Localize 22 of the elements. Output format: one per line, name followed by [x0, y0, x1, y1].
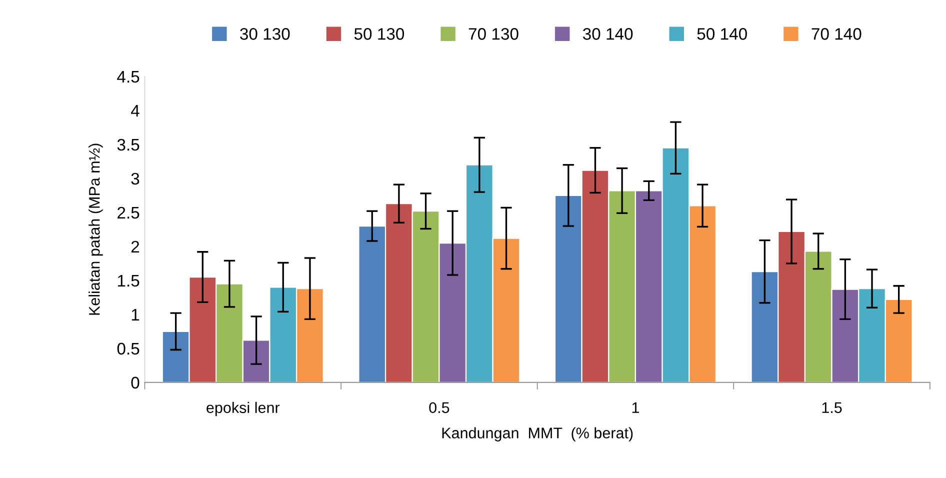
y-tick-label: 0 [131, 376, 140, 389]
y-tick-label: 1.5 [118, 275, 140, 287]
y-tick-label: 3 [131, 172, 140, 185]
legend-label: 70 130 [468, 28, 518, 40]
legend-label: 50 140 [697, 28, 747, 40]
legend-label: 30 130 [240, 28, 290, 40]
legend-label: 50 130 [354, 28, 404, 40]
y-axis-title: Keliatan patah (MPa m½) [88, 144, 103, 315]
x-tick-label: 1 [632, 402, 639, 413]
x-tick-label: 1.5 [822, 402, 842, 414]
y-tick-label: 2.5 [118, 206, 140, 219]
legend-label: 70 140 [812, 28, 862, 40]
x-tick-label: epoksi lenr [206, 402, 280, 416]
y-tick-label: 4.5 [117, 71, 140, 83]
y-tick-label: 1 [132, 308, 140, 320]
legend-label: 30 140 [582, 28, 633, 40]
y-tick-label: 3.5 [117, 138, 140, 151]
y-tick-label: 4 [130, 105, 140, 117]
y-tick-label: 0.5 [117, 342, 140, 355]
x-tick-label: 0.5 [429, 402, 450, 414]
y-tick-label: 2 [131, 240, 140, 252]
x-axis-title: Kandungan MMT (% berat) [442, 427, 633, 442]
